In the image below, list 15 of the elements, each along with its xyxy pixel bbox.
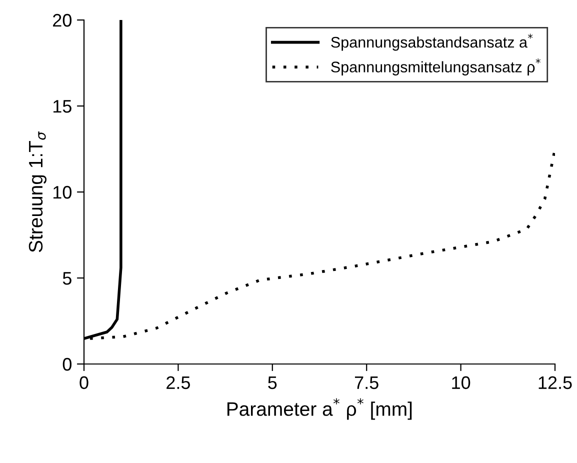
legend-label: Spannungsmittelungsansatz ρ$^{*}$ [331,58,540,76]
x-tick-label: 2.5 [166,376,190,390]
x-tick-label: 0 [80,376,88,390]
x-tick-label: 7.5 [354,376,378,390]
y-tick-label: 5 [62,272,72,285]
x-tick-label: 12.5 [538,376,572,390]
x-axis-title: Parameter a$^{*}$ ρ$^{*}$ [mm] [227,398,412,420]
y-tick-label: 0 [62,358,72,371]
y-tick-label: 15 [53,100,72,113]
y-tick-label: 20 [53,14,72,27]
x-tick-label: 10 [452,376,470,390]
x-tick-label: 5 [268,376,277,390]
y-tick-label: 10 [53,186,72,199]
legend-label: Spannungsabstandsansatz a$^{*}$ [331,34,533,51]
y-axis-title: Streuung 1:T$_{σ}$ [28,131,46,252]
